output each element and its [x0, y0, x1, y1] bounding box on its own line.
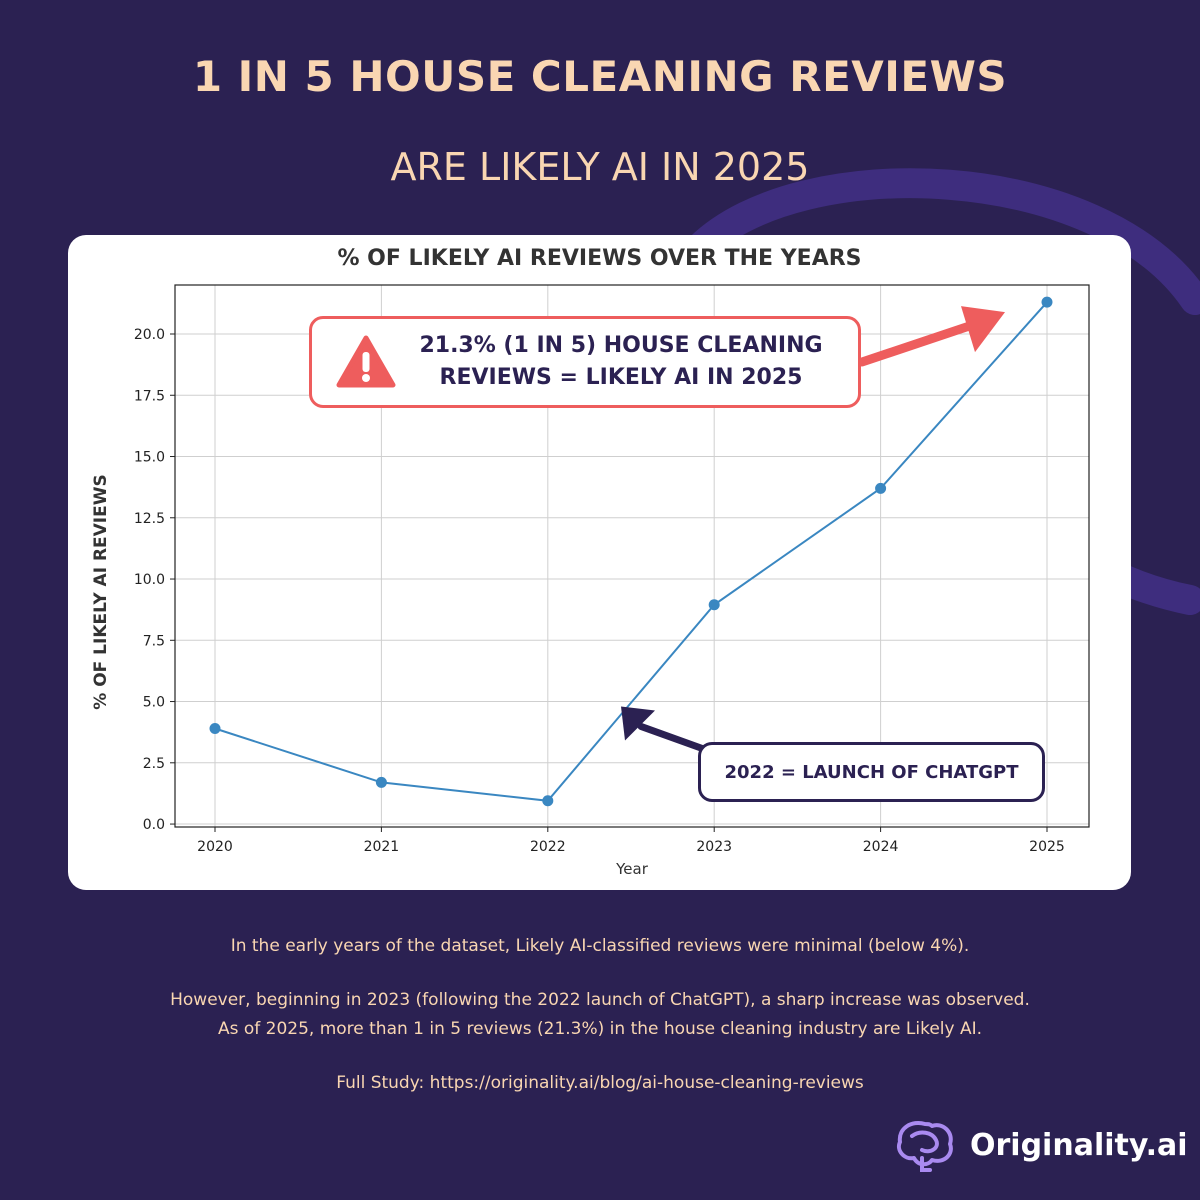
series-line [214, 301, 1048, 802]
data-point [708, 599, 720, 611]
y-tick-label: 15.0 [134, 450, 165, 466]
chart-title: % OF LIKELY AI REVIEWS OVER THE YEARS [337, 246, 862, 271]
y-axis-label: % OF LIKELY AI REVIEWS [91, 474, 111, 710]
data-point [542, 795, 554, 807]
subheadline: ARE LIKELY AI IN 2025 [390, 145, 810, 189]
y-tick-label: 0.0 [143, 817, 165, 833]
chatgpt-arrow-head [621, 706, 655, 741]
warning-icon [336, 335, 396, 388]
brain-icon [897, 1121, 953, 1172]
x-tick-label: 2024 [863, 839, 899, 855]
data-point [375, 776, 387, 788]
footer-line-4: Full Study: https://originality.ai/blog/… [336, 1073, 864, 1093]
y-tick-label: 5.0 [143, 695, 165, 711]
chatgpt-callout: 2022 = LAUNCH OF CHATGPT [698, 742, 1045, 802]
y-tick-label: 20.0 [134, 327, 165, 343]
footer-line-3: As of 2025, more than 1 in 5 reviews (21… [217, 1019, 983, 1039]
data-point [209, 722, 221, 734]
y-tick-label: 7.5 [143, 633, 165, 649]
x-tick-label: 2025 [1029, 839, 1065, 855]
peak-callout-line2: REVIEWS = LIKELY AI IN 2025 [439, 365, 803, 390]
peak-callout-line1: 21.3% (1 IN 5) HOUSE CLEANING [419, 333, 823, 358]
y-tick-label: 10.0 [134, 572, 165, 588]
y-tick-label: 12.5 [134, 511, 165, 527]
peak-callout: 21.3% (1 IN 5) HOUSE CLEANING REVIEWS = … [309, 316, 861, 408]
brand-logo: Originality.ai [892, 1116, 1188, 1174]
y-tick-label: 17.5 [134, 388, 165, 404]
footer-line-1: In the early years of the dataset, Likel… [230, 936, 970, 956]
headline: 1 IN 5 HOUSE CLEANING REVIEWS [192, 52, 1008, 101]
footer-line-2: However, beginning in 2023 (following th… [170, 990, 1030, 1010]
x-axis-label: Year [615, 860, 649, 878]
x-tick-label: 2021 [364, 839, 400, 855]
plot-frame [174, 284, 1090, 828]
data-point [1041, 296, 1053, 308]
data-point [875, 482, 887, 494]
y-tick-label: 2.5 [143, 756, 165, 772]
x-tick-label: 2020 [197, 839, 233, 855]
brand-name: Originality.ai [970, 1127, 1188, 1163]
x-tick-label: 2022 [530, 839, 566, 855]
peak-arrow-head [961, 306, 1005, 353]
peak-arrow-shaft [857, 319, 980, 367]
x-tick-label: 2023 [696, 839, 732, 855]
